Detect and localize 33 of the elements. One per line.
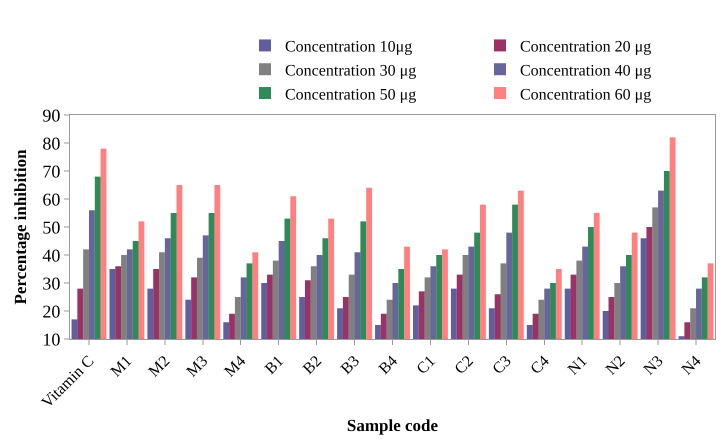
legend-label: Concentration 10μg <box>285 38 412 56</box>
x-axis-title: Sample code <box>346 416 439 435</box>
y-tick-label: 70 <box>42 161 60 182</box>
x-tick-label: C4 <box>528 352 553 378</box>
x-tick-label: N3 <box>640 352 667 379</box>
legend-label: Concentration 40 μg <box>520 62 652 80</box>
y-tick-label: 20 <box>42 301 60 322</box>
x-tick-label: B2 <box>300 352 326 378</box>
legend-label: Concentration 50 μg <box>285 86 416 104</box>
legend-label: Concentration 20 μg <box>520 38 652 56</box>
x-tick-label: N4 <box>678 352 705 379</box>
y-axis-title: Percentage inhibition <box>11 148 30 305</box>
legend-label: Concentration 30 μg <box>285 62 416 80</box>
x-tick-label: M1 <box>108 352 136 380</box>
x-tick-label: M3 <box>184 352 212 380</box>
x-tick-label: C3 <box>490 352 515 378</box>
x-tick-label: N2 <box>602 352 629 379</box>
x-tick-label: N1 <box>564 352 591 379</box>
y-tick-label: 50 <box>42 217 60 238</box>
y-tick-label: 30 <box>42 273 60 294</box>
x-tick-label: B3 <box>338 352 364 378</box>
x-tick-label: C1 <box>414 352 439 378</box>
y-tick-label: 10 <box>42 329 60 350</box>
x-tick-label: B4 <box>376 352 401 378</box>
legend-label: Concentration 60 μg <box>520 86 652 104</box>
x-tick-label: B1 <box>262 352 288 378</box>
y-tick-label: 60 <box>42 189 60 210</box>
y-tick-label: 40 <box>42 245 60 266</box>
x-tick-label: M2 <box>146 352 174 380</box>
y-tick-label: 80 <box>42 133 60 154</box>
x-tick-label: C2 <box>452 352 477 378</box>
x-tick-label: M4 <box>221 352 250 380</box>
y-tick-label: 90 <box>42 105 60 126</box>
